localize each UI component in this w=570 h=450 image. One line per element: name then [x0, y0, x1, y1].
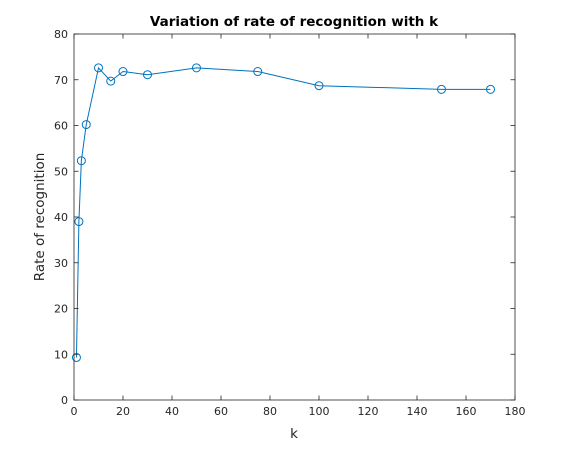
- data-point: [253, 67, 263, 77]
- data-point: [192, 63, 201, 73]
- x-tick-label: 80: [263, 405, 277, 418]
- chart-title: Variation of rate of recognition with k: [150, 14, 439, 30]
- data-point: [71, 352, 81, 362]
- data-point: [74, 217, 84, 227]
- x-axis-ticks: 0 20 40 60 80 100 120 140 160 180: [71, 34, 526, 418]
- data-point: [81, 120, 91, 130]
- data-point: [94, 63, 103, 73]
- y-tick-label: 30: [54, 257, 68, 270]
- y-tick-label: 80: [54, 28, 68, 41]
- data-point: [76, 156, 86, 166]
- x-tick-label: 160: [456, 405, 477, 418]
- x-tick-label: 60: [214, 405, 228, 418]
- y-tick-label: 10: [54, 348, 68, 361]
- y-tick-label: 40: [54, 211, 68, 224]
- x-tick-label: 120: [358, 405, 379, 418]
- x-tick-label: 20: [116, 405, 130, 418]
- series-line: [75, 66, 491, 358]
- y-axis-ticks: 0 10 20 30 40 50 60 70 80: [54, 28, 515, 407]
- data-point: [106, 76, 116, 86]
- data-point: [143, 70, 152, 80]
- x-tick-label: 140: [407, 405, 428, 418]
- y-tick-label: 50: [54, 165, 68, 178]
- plot-background: [74, 34, 515, 400]
- plot-area: 0 20 40 60 80 100 120 140 160 180 0 10 20 30 40 50 60 70…: [54, 28, 526, 418]
- y-tick-label: 20: [54, 303, 68, 316]
- data-point: [314, 81, 324, 91]
- x-axis-label: k: [290, 426, 298, 442]
- data-layer: [71, 63, 495, 362]
- y-tick-label: 70: [54, 74, 68, 87]
- y-tick-label: 60: [54, 120, 68, 133]
- y-tick-label: 0: [61, 394, 68, 407]
- data-point: [437, 84, 446, 94]
- x-tick-label: 0: [71, 405, 78, 418]
- x-tick-label: 40: [165, 405, 179, 418]
- x-tick-label: 100: [309, 405, 330, 418]
- data-point: [118, 67, 128, 77]
- x-tick-label: 180: [505, 405, 526, 418]
- data-point: [486, 84, 495, 94]
- y-axis-label: Rate of recognition: [32, 153, 48, 282]
